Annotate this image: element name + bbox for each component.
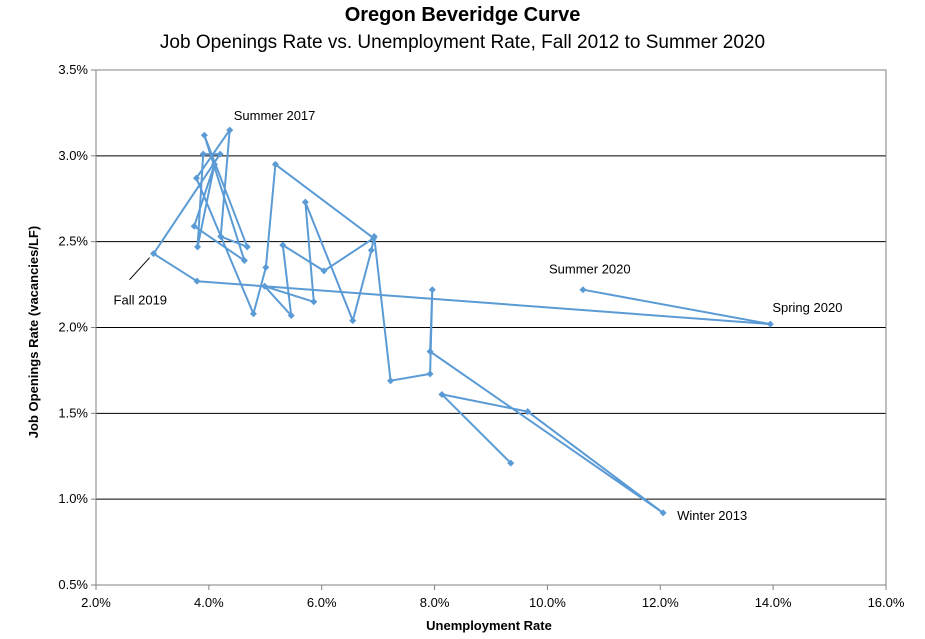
data-point xyxy=(226,126,234,134)
chart-title: Oregon Beveridge Curve xyxy=(344,4,581,26)
data-point xyxy=(367,246,375,254)
data-point xyxy=(349,317,357,325)
annotation-label: Summer 2020 xyxy=(549,262,631,277)
data-point xyxy=(271,160,279,168)
data-point xyxy=(426,348,434,356)
x-tick-label: 8.0% xyxy=(420,595,450,610)
data-point xyxy=(579,286,587,294)
data-point xyxy=(262,263,270,271)
annotation-label: Fall 2019 xyxy=(114,293,167,308)
data-point xyxy=(320,267,328,275)
data-point xyxy=(190,222,198,230)
annotation-label: Spring 2020 xyxy=(772,300,842,315)
grid-lines xyxy=(96,155,886,500)
annotations: Summer 2017 Fall 2019 Summer 2020 Spring 20… xyxy=(114,108,843,523)
data-point xyxy=(507,459,515,467)
x-tick-label: 10.0% xyxy=(529,595,566,610)
x-tick-label: 2.0% xyxy=(81,595,111,610)
data-point xyxy=(438,390,446,398)
y-tick-label: 2.5% xyxy=(58,234,88,249)
y-axis-title: Job Openings Rate (vacancies/LF) xyxy=(26,226,41,438)
data-point xyxy=(240,257,248,265)
data-point xyxy=(217,233,225,241)
annotation-leader xyxy=(129,257,150,281)
data-point xyxy=(194,243,202,251)
series-line-group xyxy=(152,129,772,514)
data-point xyxy=(301,198,309,206)
data-point xyxy=(249,310,257,318)
data-point xyxy=(243,243,251,251)
data-point xyxy=(659,509,667,517)
annotation-label: Summer 2017 xyxy=(234,108,316,123)
axis-ticks: 0.5% 1.0% 1.5% 2.0% 2.5% 3.0% 3.5% 2.0% 4.0% 6.0%… xyxy=(58,62,905,610)
x-tick-label: 6.0% xyxy=(307,595,337,610)
y-tick-label: 1.0% xyxy=(58,491,88,506)
data-point xyxy=(193,277,201,285)
data-point xyxy=(199,150,207,158)
data-point xyxy=(211,160,218,168)
series-line xyxy=(152,129,772,514)
data-point xyxy=(279,241,287,249)
y-tick-label: 3.5% xyxy=(58,62,88,77)
data-point xyxy=(287,311,295,319)
annotation-label: Winter 2013 xyxy=(677,508,747,523)
data-point xyxy=(426,370,434,378)
y-tick-label: 0.5% xyxy=(58,577,88,592)
y-tick-label: 1.5% xyxy=(58,405,88,420)
data-point xyxy=(200,131,208,139)
y-tick-label: 3.0% xyxy=(58,148,88,163)
data-point xyxy=(370,234,378,242)
x-tick-label: 4.0% xyxy=(194,595,224,610)
data-point xyxy=(216,150,224,158)
series-points xyxy=(150,126,774,517)
x-tick-label: 14.0% xyxy=(755,595,792,610)
y-tick-label: 2.0% xyxy=(58,320,88,335)
x-axis-title: Unemployment Rate xyxy=(426,618,552,633)
chart-subtitle: Job Openings Rate vs. Unemployment Rate,… xyxy=(159,32,766,53)
data-point xyxy=(310,298,318,306)
data-point xyxy=(192,174,200,182)
x-tick-label: 16.0% xyxy=(868,595,905,610)
data-point xyxy=(524,408,532,416)
data-point xyxy=(261,282,269,290)
data-point xyxy=(428,286,436,294)
data-point xyxy=(387,377,395,385)
data-point xyxy=(766,320,774,328)
data-point xyxy=(150,250,158,258)
x-tick-label: 12.0% xyxy=(642,595,679,610)
